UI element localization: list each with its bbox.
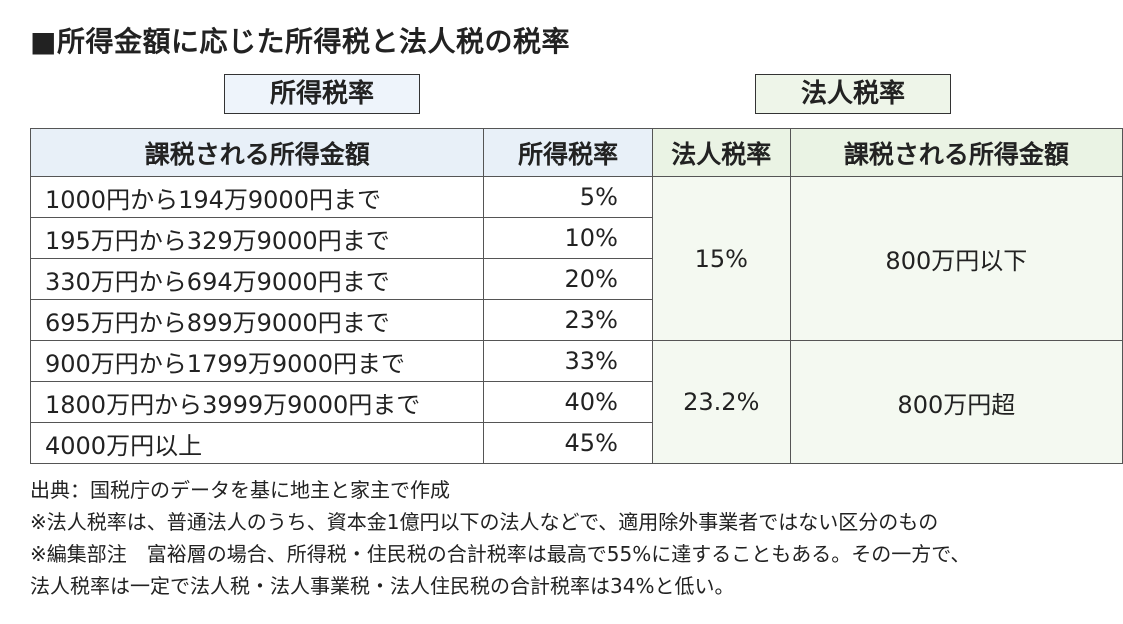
corporate-tax-rate-label: 法人税率 [755,74,951,114]
income-tax-rate-label: 所得税率 [224,74,420,114]
footnote-1: ※法人税率は、普通法人のうち、資本金1億円以下の法人などで、適用除外事業者ではな… [30,510,939,534]
notes: 出典：国税庁のデータを基に地主と家主で作成 ※法人税率は、普通法人のうち、資本金… [30,474,970,602]
income-rate-cell: 23% [483,299,653,341]
table-row: 4000万円以上 45% [29,422,1123,464]
header-income-rate: 所得税率 [483,128,653,177]
table-row: 695万円から899万9000円まで 23% [29,299,1123,341]
page-title: ■所得金額に応じた所得税と法人税の税率 [30,25,570,58]
header-corp-rate: 法人税率 [651,128,791,177]
income-amount-cell: 1000円から194万9000円まで [29,176,485,218]
income-rate-cell: 5% [483,176,653,218]
source-note: 出典：国税庁のデータを基に地主と家主で作成 [30,478,450,502]
corp-rate-cell: 15% [651,176,791,341]
income-amount-cell: 900万円から1799万9000円まで [29,340,485,382]
footnote-2: ※編集部注 富裕層の場合、所得税・住民税の合計税率は最高で55%に達することもあ… [30,542,971,566]
income-rate-cell: 45% [483,422,653,464]
corp-amount-cell: 800万円以下 [789,176,1123,341]
income-amount-cell: 330万円から694万9000円まで [29,258,485,300]
income-rate-cell: 20% [483,258,653,300]
income-rate-cell: 10% [483,217,653,259]
corp-amount-cell: 800万円超 [789,340,1123,464]
header-income-amount: 課税される所得金額 [29,128,485,177]
corp-rate-cell: 23.2% [651,340,791,464]
income-rate-cell: 33% [483,340,653,382]
table-header-row: 課税される所得金額 所得税率 法人税率 課税される所得金額 [29,128,1123,177]
header-corp-amount: 課税される所得金額 [789,128,1123,177]
income-amount-cell: 195万円から329万9000円まで [29,217,485,259]
table-row: 1800万円から3999万9000円まで 40% [29,381,1123,423]
income-amount-cell: 695万円から899万9000円まで [29,299,485,341]
footnote-3: 法人税率は一定で法人税・法人事業税・法人住民税の合計税率は34%と低い。 [30,574,735,598]
income-amount-cell: 1800万円から3999万9000円まで [29,381,485,423]
income-amount-cell: 4000万円以上 [29,422,485,464]
table-row: 1000円から194万9000円まで 5% 15% 800万円以下 [29,176,1123,341]
table-row: 900万円から1799万9000円まで 33% 23.2% 800万円超 [29,340,1123,464]
table-row: 195万円から329万9000円まで 10% [29,217,1123,259]
income-rate-cell: 40% [483,381,653,423]
tax-rate-table: 課税される所得金額 所得税率 法人税率 課税される所得金額 1000円から194… [29,128,1123,464]
